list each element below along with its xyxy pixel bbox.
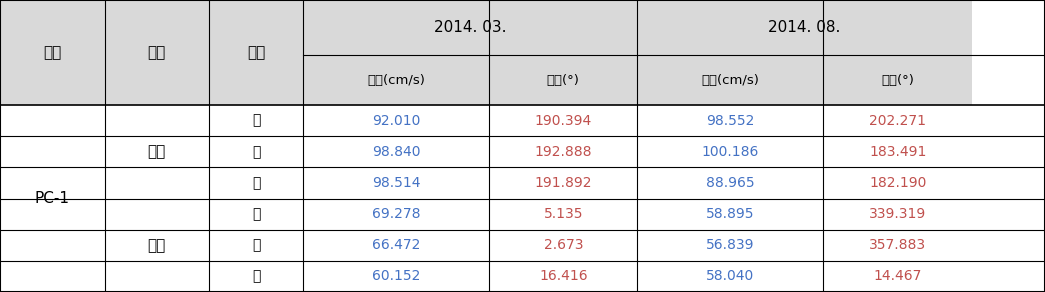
Text: 191.892: 191.892 xyxy=(534,176,593,190)
Bar xyxy=(303,261,489,292)
Bar xyxy=(303,167,489,199)
Text: 수층: 수층 xyxy=(247,45,265,60)
Bar xyxy=(637,0,972,55)
Bar xyxy=(637,261,823,292)
Bar xyxy=(0,199,104,230)
Bar xyxy=(0,136,104,167)
Text: 유속(cm/s): 유속(cm/s) xyxy=(367,74,425,87)
Bar xyxy=(823,261,972,292)
Bar xyxy=(637,199,823,230)
Bar xyxy=(637,230,823,261)
Text: 98.552: 98.552 xyxy=(706,114,754,128)
Bar xyxy=(209,167,303,199)
Bar xyxy=(823,105,972,136)
Text: 조시: 조시 xyxy=(147,45,166,60)
Text: 유향(°): 유향(°) xyxy=(881,74,914,87)
Text: 60.152: 60.152 xyxy=(372,270,420,284)
Text: 100.186: 100.186 xyxy=(702,145,759,159)
Bar xyxy=(303,199,489,230)
Bar xyxy=(637,55,823,105)
Text: 339.319: 339.319 xyxy=(869,207,926,221)
Text: 2.673: 2.673 xyxy=(543,238,583,252)
Bar xyxy=(0,0,104,105)
Bar xyxy=(823,136,972,167)
Bar xyxy=(209,199,303,230)
Text: 저: 저 xyxy=(252,176,260,190)
Bar xyxy=(637,105,823,136)
Text: 표: 표 xyxy=(252,207,260,221)
Text: 92.010: 92.010 xyxy=(372,114,420,128)
Bar xyxy=(637,167,823,199)
Bar xyxy=(104,261,209,292)
Bar xyxy=(209,105,303,136)
Text: 5.135: 5.135 xyxy=(543,207,583,221)
Text: 싹조: 싹조 xyxy=(147,144,166,159)
Text: 66.472: 66.472 xyxy=(372,238,420,252)
Text: 저: 저 xyxy=(252,270,260,284)
Text: PC-1: PC-1 xyxy=(34,191,70,206)
Bar xyxy=(104,167,209,199)
Bar xyxy=(489,167,637,199)
Bar xyxy=(823,230,972,261)
Bar xyxy=(209,0,303,105)
Bar xyxy=(104,136,209,167)
Bar xyxy=(489,230,637,261)
Text: 98.514: 98.514 xyxy=(372,176,420,190)
Bar xyxy=(489,199,637,230)
Text: 58.040: 58.040 xyxy=(706,270,754,284)
Bar xyxy=(303,136,489,167)
Text: 16.416: 16.416 xyxy=(539,270,587,284)
Bar xyxy=(0,230,104,261)
Bar xyxy=(303,105,489,136)
Text: 중: 중 xyxy=(252,145,260,159)
Bar xyxy=(104,105,209,136)
Bar xyxy=(823,167,972,199)
Text: 69.278: 69.278 xyxy=(372,207,420,221)
Text: 98.840: 98.840 xyxy=(372,145,420,159)
Text: 2014. 08.: 2014. 08. xyxy=(768,20,841,35)
Text: 357.883: 357.883 xyxy=(869,238,926,252)
Bar xyxy=(209,261,303,292)
Bar xyxy=(104,230,209,261)
Text: 58.895: 58.895 xyxy=(706,207,754,221)
Text: 190.394: 190.394 xyxy=(535,114,591,128)
Text: 중: 중 xyxy=(252,238,260,252)
Text: 낙조: 낙조 xyxy=(147,238,166,253)
Bar xyxy=(637,136,823,167)
Text: 202.271: 202.271 xyxy=(869,114,926,128)
Bar xyxy=(303,230,489,261)
Bar xyxy=(489,261,637,292)
Text: 192.888: 192.888 xyxy=(534,145,593,159)
Bar xyxy=(0,167,104,199)
Bar xyxy=(489,136,637,167)
Text: 유향(°): 유향(°) xyxy=(547,74,580,87)
Text: 14.467: 14.467 xyxy=(874,270,922,284)
Bar xyxy=(209,136,303,167)
Text: 183.491: 183.491 xyxy=(869,145,926,159)
Text: 88.965: 88.965 xyxy=(706,176,754,190)
Bar xyxy=(303,0,637,55)
Text: 2014. 03.: 2014. 03. xyxy=(434,20,507,35)
Bar xyxy=(823,199,972,230)
Bar xyxy=(104,0,209,105)
Bar xyxy=(104,199,209,230)
Text: 56.839: 56.839 xyxy=(706,238,754,252)
Bar xyxy=(209,230,303,261)
Text: 표: 표 xyxy=(252,114,260,128)
Text: 182.190: 182.190 xyxy=(869,176,926,190)
Bar xyxy=(489,105,637,136)
Text: 유속(cm/s): 유속(cm/s) xyxy=(701,74,760,87)
Bar xyxy=(489,55,637,105)
Bar xyxy=(0,261,104,292)
Text: 정점: 정점 xyxy=(43,45,62,60)
Bar xyxy=(303,55,489,105)
Bar xyxy=(0,105,104,136)
Bar xyxy=(823,55,972,105)
